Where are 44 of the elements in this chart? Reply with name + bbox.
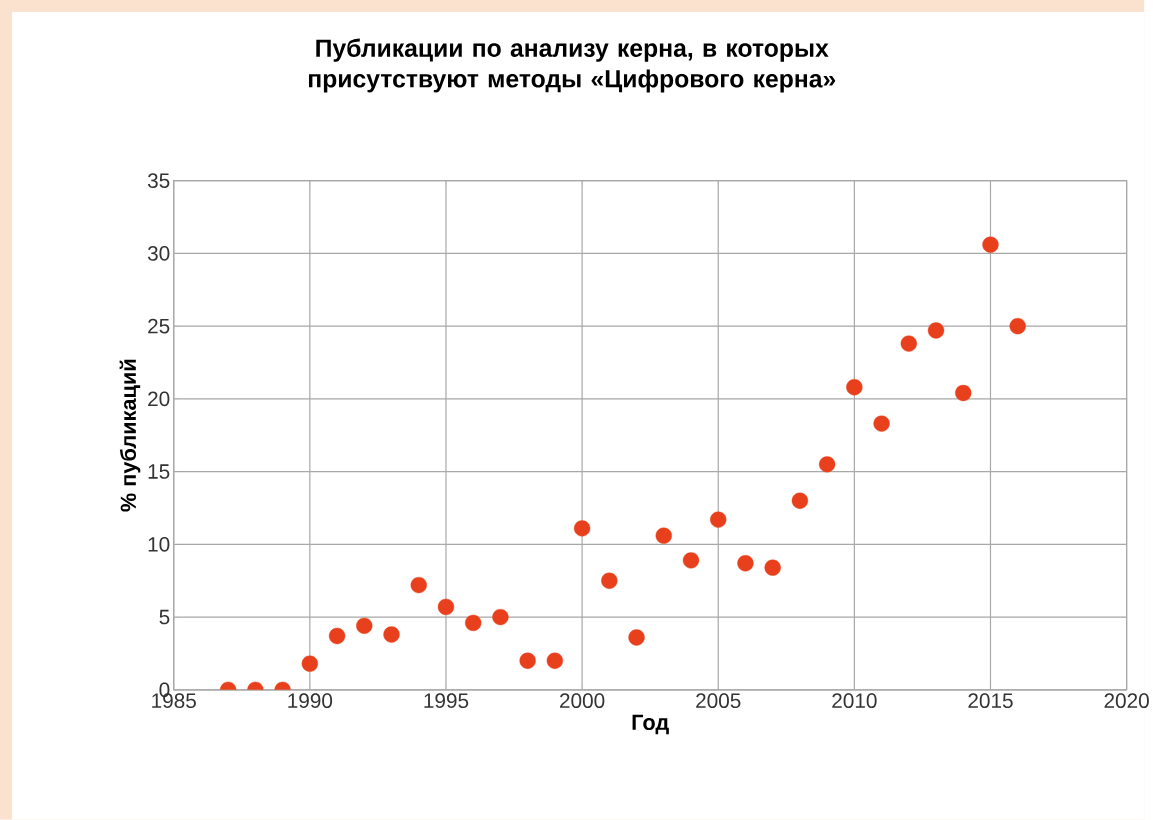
point — [900, 335, 917, 352]
point — [573, 520, 591, 537]
point — [764, 559, 781, 576]
point — [982, 236, 999, 253]
x-tick-label: 2010 — [832, 693, 877, 709]
x-tick-label: 2015 — [968, 693, 1013, 709]
x-tick-label: 1995 — [424, 693, 469, 709]
point — [601, 572, 618, 589]
y-tick-label: 25 — [148, 318, 170, 334]
point — [927, 322, 945, 339]
x-axis-title: Год — [632, 714, 669, 735]
point — [955, 384, 972, 402]
point — [437, 598, 455, 616]
y-tick-label: 10 — [148, 537, 170, 552]
point — [737, 555, 754, 572]
point — [546, 652, 564, 669]
x-tick-label: 2005 — [696, 693, 741, 709]
y-tick-label: 15 — [148, 464, 170, 479]
chart-title: Публикации по анализу керна, в которых присутствуют методы «Цифрового керна» — [308, 38, 836, 93]
point — [410, 577, 427, 594]
y-tick-label: 5 — [159, 609, 170, 625]
point — [356, 617, 373, 635]
point — [383, 626, 400, 643]
y-tick-label: 35 — [147, 173, 170, 189]
point — [328, 627, 346, 645]
point — [710, 511, 727, 528]
point — [791, 492, 809, 509]
y-tick-label: 20 — [148, 391, 170, 407]
y-axis-title: % публикаций — [119, 359, 141, 512]
point — [655, 527, 672, 544]
point — [682, 552, 700, 569]
x-tick-label: 2000 — [560, 693, 605, 709]
x-tick-label: 1990 — [288, 693, 333, 709]
point — [628, 629, 645, 646]
point — [519, 652, 536, 669]
point — [301, 655, 318, 672]
point — [818, 456, 836, 473]
point — [846, 379, 863, 396]
point — [465, 614, 482, 632]
point — [873, 415, 890, 432]
x-tick-label: 2020 — [1104, 693, 1149, 709]
y-tick-label: 30 — [147, 246, 170, 261]
point — [492, 609, 509, 626]
point — [1009, 318, 1026, 335]
